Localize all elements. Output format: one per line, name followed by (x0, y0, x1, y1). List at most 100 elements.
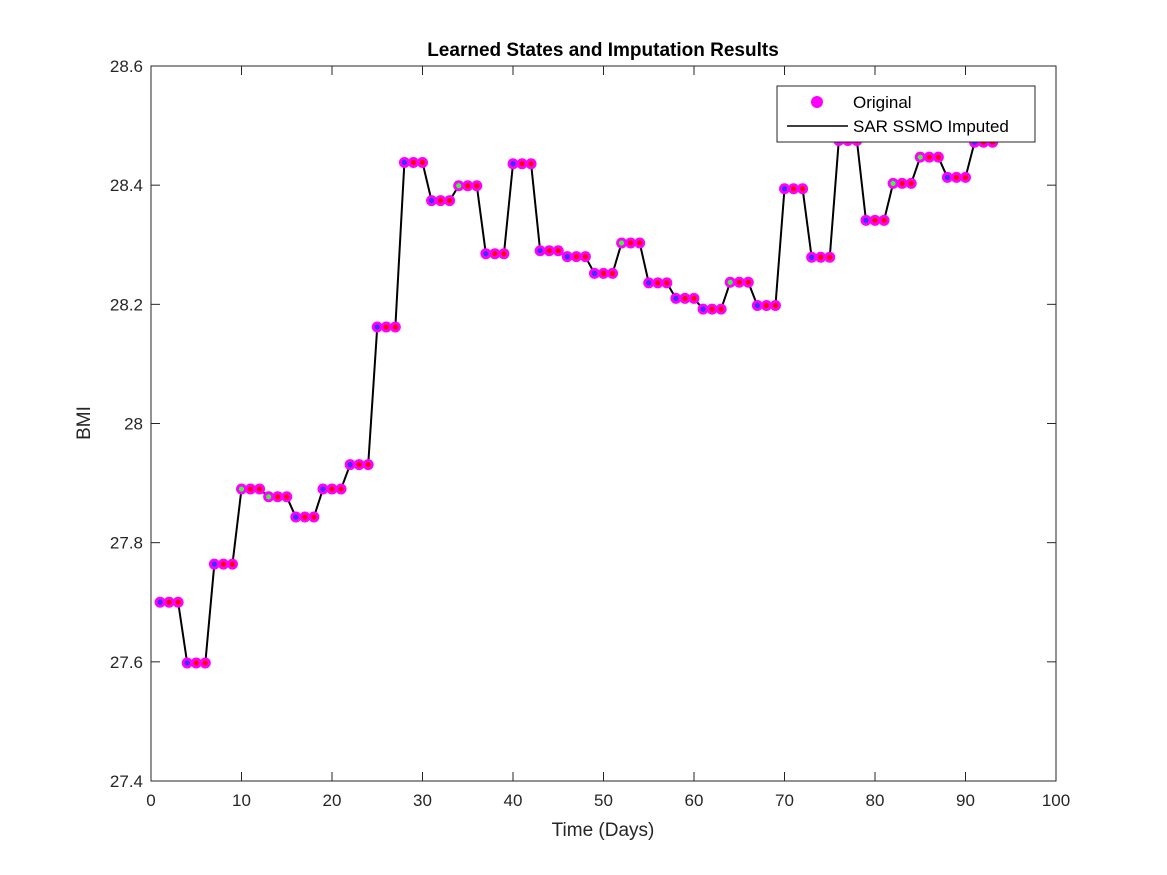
state-point (184, 660, 190, 666)
state-point (890, 180, 896, 186)
state-point (347, 462, 353, 468)
state-point (302, 514, 308, 520)
state-point (772, 302, 779, 309)
state-point (881, 217, 887, 223)
state-point (483, 251, 489, 257)
state-point (809, 254, 815, 260)
state-point (872, 217, 878, 223)
state-point (609, 270, 616, 276)
state-point (157, 599, 163, 605)
x-tick-label: 70 (775, 791, 794, 810)
state-point (528, 161, 534, 167)
state-point (962, 174, 969, 181)
state-point (691, 295, 697, 301)
state-point (727, 279, 733, 285)
y-tick-label: 27.4 (110, 772, 143, 791)
x-tick-label: 0 (146, 791, 155, 810)
state-point (800, 186, 806, 192)
legend-original-marker (811, 96, 823, 108)
state-point (374, 324, 380, 330)
x-tick-label: 10 (232, 791, 251, 810)
state-point (247, 486, 254, 492)
state-point (519, 161, 525, 167)
state-point (356, 462, 362, 468)
state-point (546, 248, 552, 254)
x-tick-label: 30 (413, 791, 432, 810)
state-point (329, 486, 335, 492)
state-point (646, 280, 652, 286)
state-point (673, 295, 679, 301)
x-tick-label: 50 (594, 791, 613, 810)
state-markers-layer (157, 137, 996, 666)
state-point (781, 186, 788, 192)
state-point (428, 198, 435, 204)
state-point (266, 494, 272, 500)
state-point (166, 599, 172, 605)
state-point (220, 561, 226, 567)
state-point (555, 248, 561, 254)
state-point (709, 306, 715, 312)
state-point (591, 270, 598, 276)
state-point (718, 306, 724, 312)
x-tick-label: 100 (1042, 791, 1070, 810)
state-point (827, 254, 833, 260)
state-point (492, 251, 498, 257)
state-point (320, 486, 326, 492)
legend: Original SAR SSMO Imputed (776, 85, 1036, 143)
plot-area (154, 134, 999, 669)
state-point (953, 174, 960, 181)
y-tick-label: 27.6 (110, 653, 143, 672)
state-point (944, 174, 951, 181)
state-point (474, 183, 480, 189)
state-point (790, 186, 797, 192)
state-point (202, 660, 208, 666)
state-point (401, 159, 407, 166)
y-tick-label: 28.6 (110, 57, 143, 76)
y-tick-label: 28 (124, 415, 143, 434)
x-axis: 0 10 20 30 40 50 60 70 80 90 100 (146, 66, 1070, 810)
state-point (211, 561, 217, 567)
state-point (510, 161, 516, 167)
state-point (410, 159, 417, 166)
state-point (392, 324, 398, 330)
state-point (284, 494, 290, 500)
x-tick-label: 80 (866, 791, 885, 810)
x-tick-label: 60 (685, 791, 704, 810)
y-axis: 27.4 27.6 27.8 28 28.2 28.4 28.6 (110, 57, 1056, 791)
state-point (935, 154, 941, 160)
state-point (438, 198, 444, 204)
state-point (311, 514, 317, 520)
state-point (229, 561, 236, 567)
state-point (564, 254, 570, 260)
state-point (700, 306, 706, 312)
state-point (664, 280, 670, 286)
legend-original-label: Original (853, 93, 912, 112)
y-tick-label: 28.2 (110, 295, 143, 314)
state-point (383, 324, 389, 330)
state-point (818, 254, 824, 260)
state-point (600, 270, 607, 276)
state-point (763, 302, 770, 309)
state-point (275, 494, 281, 500)
state-point (619, 240, 625, 246)
state-point (628, 240, 634, 246)
y-tick-label: 28.4 (110, 176, 143, 195)
x-tick-label: 40 (504, 791, 523, 810)
state-point (175, 599, 181, 605)
state-point (447, 198, 453, 204)
state-point (917, 154, 923, 160)
state-point (293, 514, 299, 520)
state-point (655, 280, 661, 286)
state-point (863, 217, 869, 223)
chart-title: Learned States and Imputation Results (427, 40, 779, 61)
state-point (501, 251, 507, 257)
state-point (338, 486, 344, 492)
state-point (238, 486, 245, 492)
x-tick-label: 90 (956, 791, 975, 810)
x-tick-label: 20 (323, 791, 342, 810)
state-point (754, 302, 760, 309)
state-point (736, 279, 742, 285)
state-point (193, 660, 199, 666)
state-point (899, 180, 905, 186)
